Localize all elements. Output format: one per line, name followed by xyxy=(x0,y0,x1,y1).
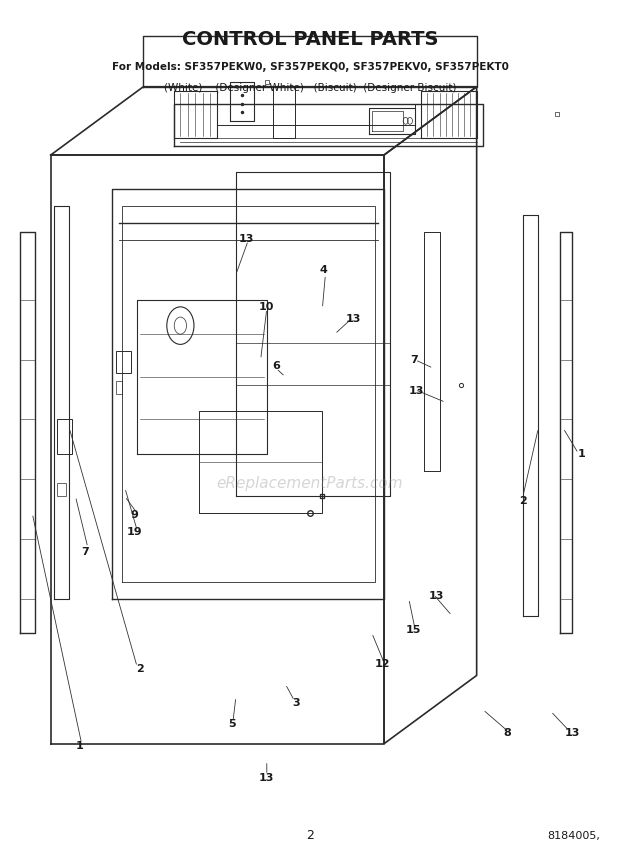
Bar xyxy=(115,381,122,394)
Text: 13: 13 xyxy=(409,386,425,396)
Text: eReplacementParts.com: eReplacementParts.com xyxy=(216,476,404,491)
Bar xyxy=(115,351,131,372)
Text: 1: 1 xyxy=(578,449,585,459)
Text: For Models: SF357PEKW0, SF357PEKQ0, SF357PEKV0, SF357PEKT0: For Models: SF357PEKW0, SF357PEKQ0, SF35… xyxy=(112,62,508,72)
Text: CONTROL PANEL PARTS: CONTROL PANEL PARTS xyxy=(182,30,438,50)
Text: 7: 7 xyxy=(410,354,417,365)
Text: 9: 9 xyxy=(130,510,138,520)
Bar xyxy=(57,484,66,496)
Text: 12: 12 xyxy=(375,659,391,669)
Text: 8: 8 xyxy=(503,728,512,738)
Text: 2: 2 xyxy=(519,496,527,506)
Text: 13: 13 xyxy=(259,773,275,783)
Text: 15: 15 xyxy=(406,625,422,635)
Text: 2: 2 xyxy=(306,829,314,842)
Text: 3: 3 xyxy=(293,698,300,708)
Text: 4: 4 xyxy=(320,265,327,275)
Text: 19: 19 xyxy=(126,527,142,537)
Text: 10: 10 xyxy=(259,302,275,312)
Text: 8184005,: 8184005, xyxy=(547,831,600,841)
Text: 7: 7 xyxy=(81,547,89,556)
Text: (White)    (Designer White)   (Biscuit)  (Designer Biscuit): (White) (Designer White) (Biscuit) (Desi… xyxy=(164,82,456,92)
Text: 13: 13 xyxy=(239,234,254,244)
Text: 1: 1 xyxy=(76,741,84,752)
Text: 5: 5 xyxy=(228,719,236,729)
Text: 13: 13 xyxy=(565,728,580,738)
Bar xyxy=(57,419,73,454)
Text: 13: 13 xyxy=(429,591,444,601)
Text: 6: 6 xyxy=(272,360,280,371)
Text: 13: 13 xyxy=(345,314,361,324)
Text: 2: 2 xyxy=(136,663,144,674)
